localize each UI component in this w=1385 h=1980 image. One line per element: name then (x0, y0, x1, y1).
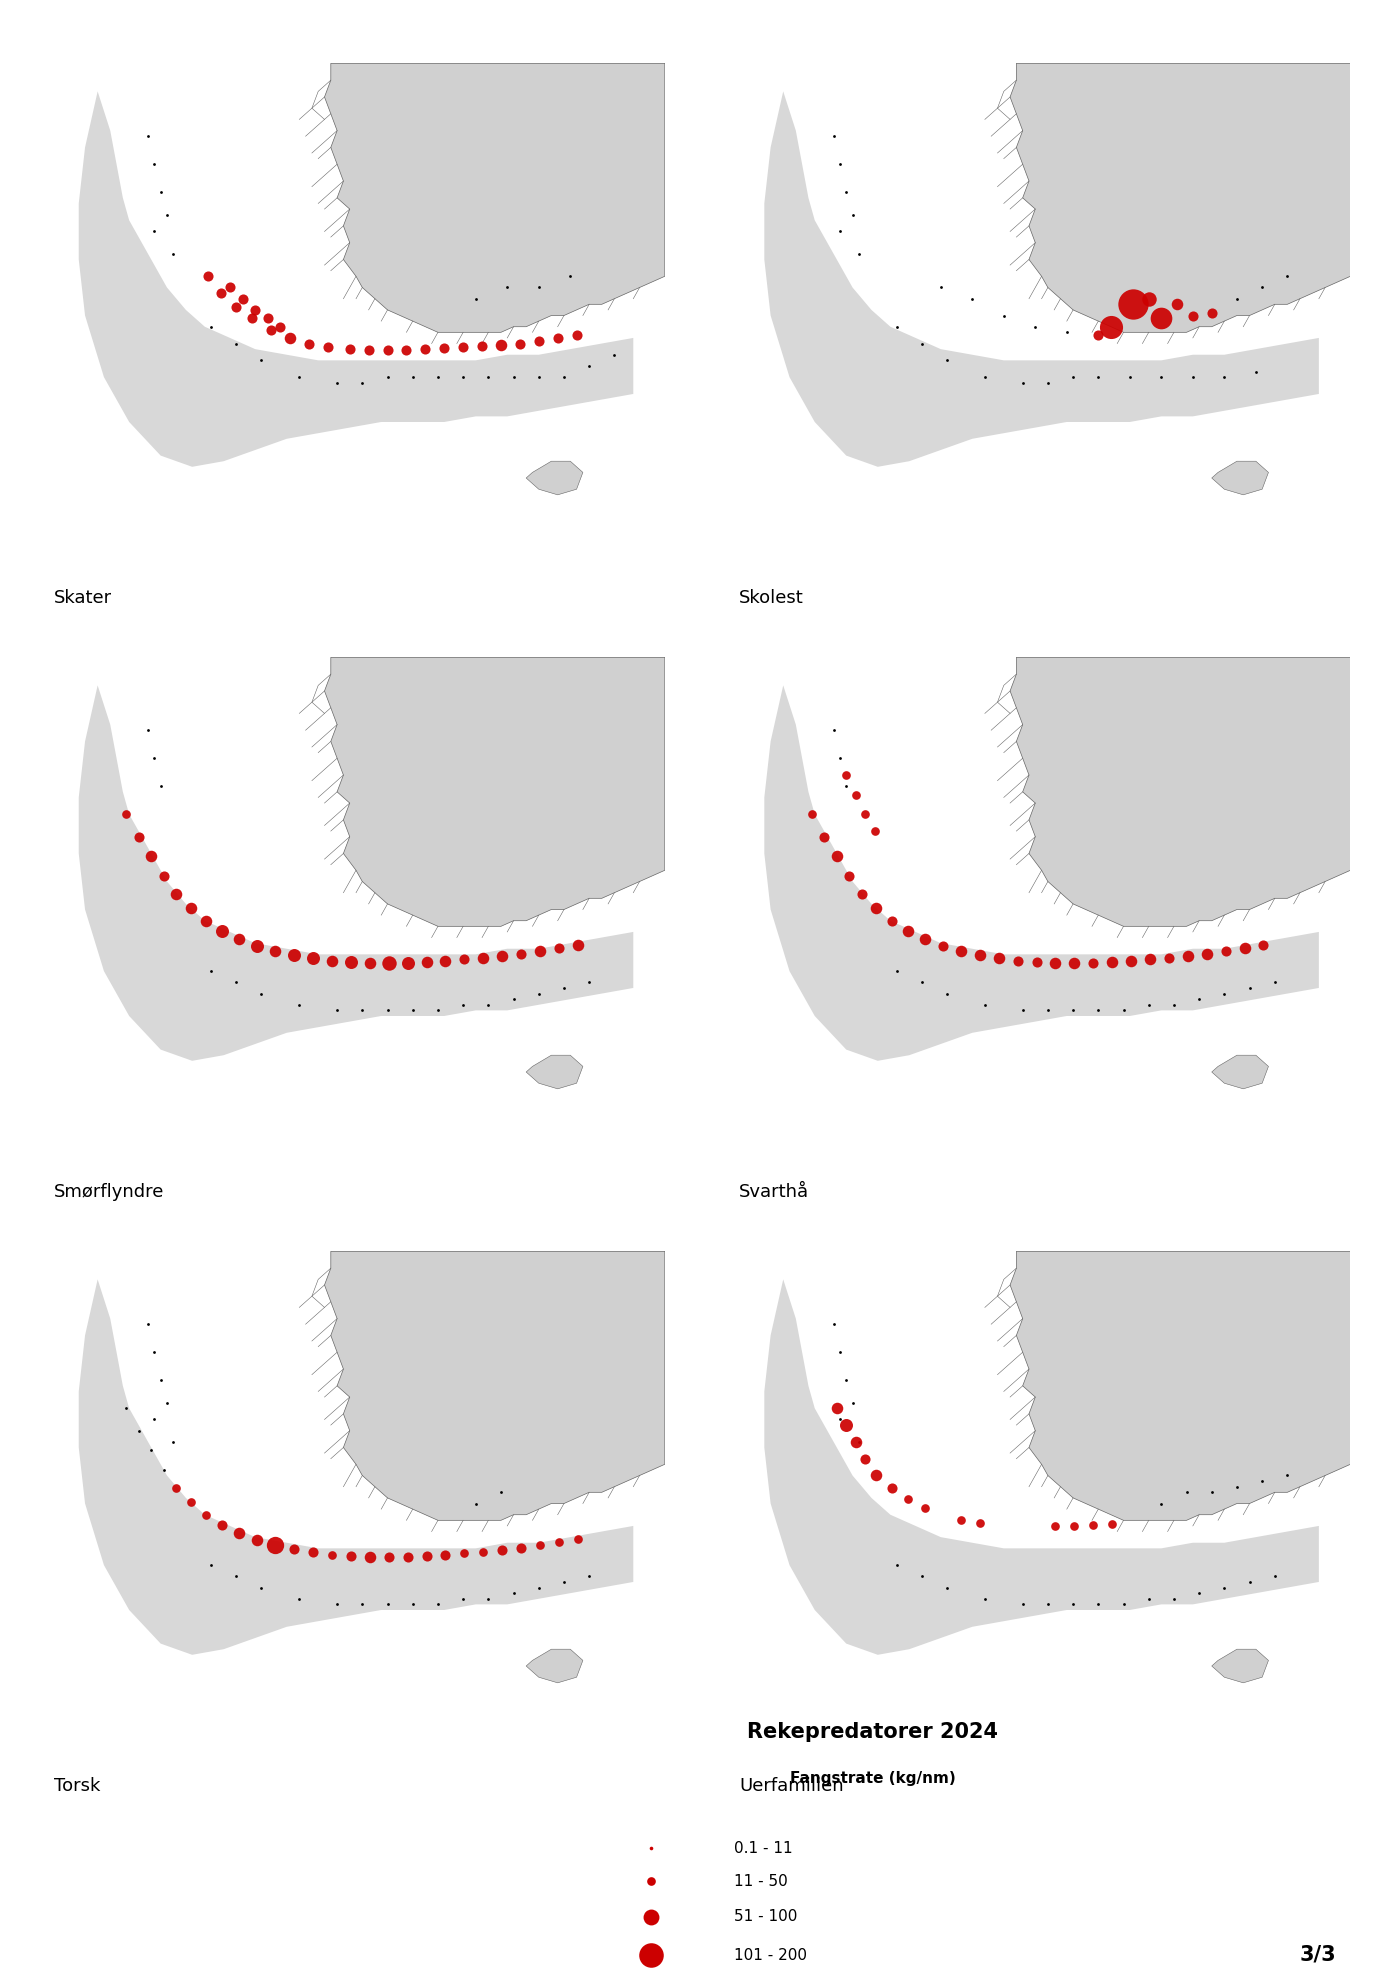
Polygon shape (79, 685, 633, 1061)
Text: 51 - 100: 51 - 100 (734, 1909, 798, 1925)
Polygon shape (1212, 1055, 1269, 1089)
Polygon shape (324, 63, 665, 333)
Text: 3/3: 3/3 (1301, 1944, 1337, 1964)
Text: Uerfamilien: Uerfamilien (740, 1776, 843, 1796)
Text: 101 - 200: 101 - 200 (734, 1948, 807, 1962)
Text: Skolest: Skolest (740, 588, 803, 608)
Text: 0.1 - 11: 0.1 - 11 (734, 1841, 792, 1855)
Polygon shape (1212, 1649, 1269, 1683)
Text: Rekepredatorer 2024: Rekepredatorer 2024 (747, 1723, 999, 1742)
Text: Torsk: Torsk (54, 1776, 100, 1796)
Text: Fangstrate (kg/nm): Fangstrate (kg/nm) (789, 1770, 956, 1786)
Polygon shape (1010, 657, 1350, 927)
Text: 11 - 50: 11 - 50 (734, 1873, 788, 1889)
Polygon shape (765, 1279, 1319, 1655)
Text: Skater: Skater (54, 588, 112, 608)
Polygon shape (765, 685, 1319, 1061)
Polygon shape (526, 1055, 583, 1089)
Polygon shape (324, 1251, 665, 1521)
Text: Smørflyndre: Smørflyndre (54, 1182, 163, 1202)
Polygon shape (765, 91, 1319, 467)
Polygon shape (79, 91, 633, 467)
Polygon shape (526, 461, 583, 495)
Polygon shape (324, 657, 665, 927)
Polygon shape (1212, 461, 1269, 495)
Polygon shape (79, 1279, 633, 1655)
Polygon shape (1010, 1251, 1350, 1521)
Text: Svarthå: Svarthå (740, 1182, 809, 1202)
Polygon shape (526, 1649, 583, 1683)
Polygon shape (1010, 63, 1350, 333)
